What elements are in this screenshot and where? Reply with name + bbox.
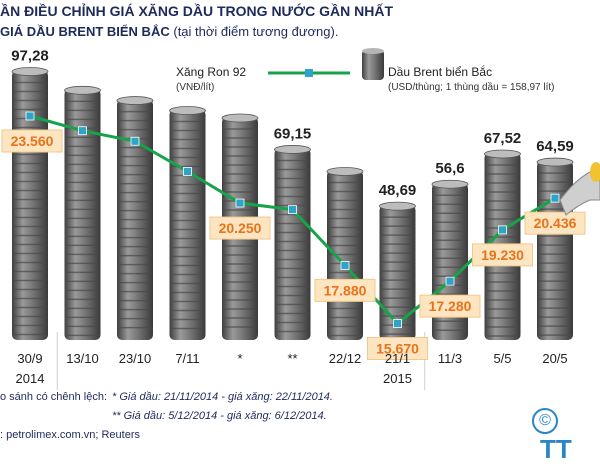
brent-barrel — [11, 67, 49, 341]
legend-gasoline-marker — [305, 69, 313, 77]
x-tick-label: 5/5 — [493, 351, 511, 366]
x-tick-label: 21/1 — [385, 351, 410, 366]
note-1: * Giá dầu: 21/11/2014 - giá xăng: 22/11/… — [112, 391, 333, 403]
gasoline-point — [183, 167, 192, 176]
gasoline-value-label: 23.560 — [1, 129, 63, 153]
brent-value-label: 67,52 — [484, 130, 522, 147]
x-tick-label: 7/11 — [175, 351, 199, 366]
legend-brent-name: Dầu Brent biển Bắc — [388, 65, 493, 79]
brent-value-label: 97,28 — [11, 48, 49, 65]
brent-value-label: 48,69 — [379, 182, 417, 199]
gasoline-point — [130, 136, 140, 146]
brent-value-label: 56,6 — [435, 160, 464, 177]
fuel-nozzle-icon — [559, 162, 600, 216]
gasoline-value-label: 20.250 — [209, 216, 271, 240]
svg-text:19.230: 19.230 — [481, 247, 524, 263]
copyright-icon: © — [532, 408, 558, 434]
gasoline-point — [340, 260, 350, 270]
gasoline-point — [25, 111, 35, 121]
brent-barrel — [536, 157, 574, 340]
legend-barrel-icon — [362, 48, 384, 80]
x-tick-label: 22/12 — [329, 351, 362, 366]
subtitle-bold: GIÁ DẦU BRENT BIỂN BẮC — [0, 24, 170, 39]
tt-logo: © TT — [532, 408, 600, 465]
legend-brent-unit: (USD/thùng; 1 thùng dầu = 158,97 lít) — [388, 82, 555, 93]
brent-value-label: 64,59 — [536, 138, 574, 155]
svg-text:17.280: 17.280 — [429, 298, 472, 314]
year-label: 2015 — [383, 371, 412, 386]
x-tick-label: 20/5 — [542, 351, 567, 366]
gasoline-value-label: 19.230 — [472, 243, 533, 267]
chart-title: ẦN ĐIỀU CHỈNH GIÁ XĂNG DẦU TRONG NƯỚC GẦ… — [0, 3, 393, 19]
note-2: ** Giá dầu: 5/12/2014 - giá xăng: 6/12/2… — [112, 410, 327, 422]
x-tick-label: ** — [287, 351, 297, 366]
gasoline-point — [498, 225, 507, 235]
gasoline-value-label: 15.670 — [367, 337, 428, 361]
legend-gasoline-unit: (VNĐ/lít) — [176, 82, 215, 93]
gasoline-value-label: 17.880 — [314, 278, 376, 302]
brent-barrel — [64, 85, 101, 340]
x-tick-label: 23/10 — [119, 351, 152, 366]
gasoline-point — [550, 193, 560, 203]
gasoline-point — [445, 276, 455, 286]
svg-text:23.560: 23.560 — [11, 133, 54, 149]
brent-barrel — [116, 96, 154, 341]
svg-text:20.250: 20.250 — [219, 220, 262, 236]
brent-barrel — [169, 106, 206, 340]
svg-text:17.880: 17.880 — [324, 282, 367, 298]
gasoline-value-label: 20.436 — [524, 211, 586, 235]
logo-text: TT — [540, 434, 572, 464]
brent-barrel — [274, 145, 311, 340]
subtitle-rest: (tại thời điểm tương đương). — [173, 24, 339, 39]
gasoline-value-label: 17.280 — [419, 294, 481, 318]
source: : petrolimex.com.vn; Reuters — [0, 429, 140, 441]
x-tick-label: 11/3 — [438, 351, 462, 366]
chart-subtitle: GIÁ DẦU BRENT BIỂN BẮC (tại thời điểm tư… — [0, 24, 338, 39]
x-tick-label: 13/10 — [66, 351, 99, 366]
brent-value-label: 69,15 — [274, 125, 312, 142]
note-main: o sánh có chênh lệch: — [0, 391, 108, 403]
gasoline-point — [235, 198, 245, 208]
x-tick-label: * — [237, 351, 242, 366]
legend-gasoline-name: Xăng Ron 92 — [176, 65, 247, 79]
gasoline-point — [288, 205, 297, 215]
chart: 97,28 69,15 48,69 56,6 67,52 64,59 23.560 20.25… — [1, 48, 600, 390]
gasoline-point — [78, 126, 87, 136]
svg-text:20.436: 20.436 — [534, 215, 577, 231]
gasoline-point — [393, 319, 402, 328]
x-tick-label: 30/9 — [17, 351, 42, 366]
year-label: 2014 — [16, 371, 45, 386]
svg-text:15.670: 15.670 — [376, 341, 419, 357]
